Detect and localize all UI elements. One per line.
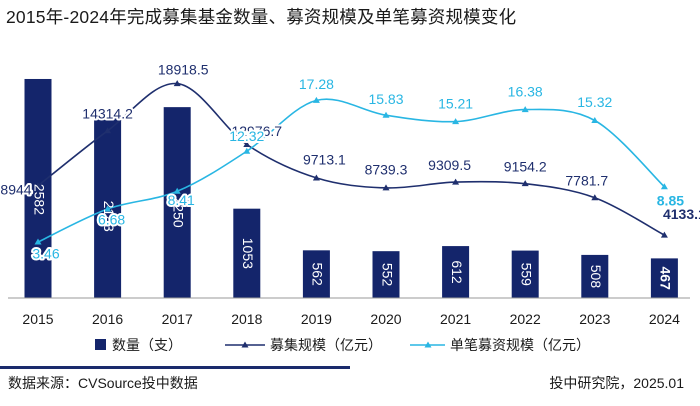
bar-2021 [442, 246, 470, 298]
fund-size-point-2018 [243, 140, 251, 147]
avg-size-label-2023: 15.32 [577, 94, 612, 110]
avg-size-point-2016 [104, 205, 112, 212]
bars-layer [24, 78, 678, 299]
bar-label-2021: 612 [449, 260, 465, 284]
avg-size-point-2024 [660, 183, 668, 190]
footer-rule [0, 366, 350, 369]
x-tick-2017: 2017 [162, 311, 193, 327]
fund-size-point-2021 [452, 178, 460, 185]
bar-2019 [302, 250, 330, 298]
fund-size-point-2015 [34, 182, 42, 189]
fund-size-label-2022: 9154.2 [504, 158, 547, 174]
x-tick-2016: 2016 [92, 311, 123, 327]
bar-label-2016: 2143 [101, 201, 117, 232]
fund-size-point-2022 [521, 180, 529, 187]
chart-title: 2015年-2024年完成募集基金数量、募资规模及单笔募资规模变化 [6, 7, 517, 27]
bar-2018 [233, 208, 261, 298]
fund-size-line [37, 82, 665, 236]
bar-label-2018: 1053 [240, 238, 256, 269]
fund-size-point-2023 [591, 194, 599, 201]
fund-size-label-2024: 4133.1 [663, 206, 700, 222]
x-tick-2023: 2023 [579, 311, 610, 327]
fund-size-point-2016 [104, 127, 112, 134]
avg-size-label-2016: 6.68 [98, 212, 125, 228]
avg-size-line [37, 98, 665, 243]
x-tick-2018: 2018 [231, 311, 262, 327]
fund-size-label-2021: 9309.5 [428, 157, 471, 173]
x-tick-labels: 2015 2016 2017 2018 2019 2020 2021 2022 2023 2024 [22, 311, 680, 327]
combo-chart: 2582 2143 2250 1053 562 552 612 559 508 467 8944 14… [0, 59, 700, 353]
avg-size-point-2017 [173, 187, 181, 194]
source-note: 数据来源：CVSource投中数据 [8, 375, 198, 391]
legend-fund-size-marker [241, 341, 249, 348]
fund-size-point-2017 [173, 80, 181, 87]
avg-size-point-2021 [452, 118, 460, 125]
legend-bar-label: 数量（支） [112, 337, 182, 353]
credit-note: 投中研究院，2025.01 [549, 375, 684, 391]
lines-layer [34, 80, 668, 245]
avg-size-point-2020 [382, 111, 390, 118]
fund-size-point-2019 [312, 174, 320, 181]
x-tick-2019: 2019 [301, 311, 332, 327]
bar-label-2020: 552 [379, 263, 395, 287]
avg-size-label-2015: 3.46 [32, 246, 59, 262]
fund-size-point-2024 [660, 231, 668, 238]
x-tick-2021: 2021 [440, 311, 471, 327]
avg-size-label-2020: 15.83 [368, 91, 403, 107]
bar-label-2017: 2250 [170, 197, 186, 228]
legend-avg-size-marker [424, 341, 432, 348]
fund-size-label-2020: 8739.3 [365, 162, 408, 178]
avg-size-label-2024: 8.85 [657, 192, 684, 208]
bar-label-2019: 562 [310, 262, 326, 286]
x-tick-2020: 2020 [370, 311, 401, 327]
bar-2023 [581, 254, 609, 298]
avg-size-point-2019 [312, 96, 320, 103]
fund-size-label-2015: 8944 [0, 182, 31, 198]
fund-size-label-2019: 9713.1 [303, 152, 346, 168]
avg-size-point-2023 [591, 116, 599, 123]
avg-size-point-2018 [243, 147, 251, 154]
bar-label-2015: 2582 [31, 184, 47, 215]
bar-2024 [650, 258, 678, 298]
fund-size-point-2020 [382, 184, 390, 191]
fund-size-label-2016: 14314.2 [82, 105, 133, 121]
avg-size-label-2018: 12.32 [229, 128, 264, 144]
bar-label-2022: 559 [518, 263, 534, 287]
avg-size-point-2015 [34, 238, 42, 245]
legend-fund-size-label: 募集规模（亿元） [270, 337, 382, 353]
bar-label-2024: 467 [658, 267, 674, 291]
x-tick-2015: 2015 [22, 311, 53, 327]
bar-2015 [24, 78, 52, 298]
bar-label-2023: 508 [588, 265, 604, 289]
x-tick-2024: 2024 [649, 311, 680, 327]
fund-size-label-2018: 12976.7 [231, 123, 282, 139]
legend-avg-size-label: 单笔募资规模（亿元） [450, 337, 590, 353]
fund-size-label-2017: 18918.5 [158, 61, 209, 77]
avg-size-label-2022: 16.38 [508, 83, 543, 99]
avg-size-label-2019: 17.28 [299, 76, 334, 92]
bar-2020 [372, 251, 400, 298]
legend: 数量（支） 募集规模（亿元） 单笔募资规模（亿元） [95, 337, 590, 353]
legend-bar-swatch [95, 339, 106, 350]
bar-2022 [511, 250, 539, 298]
avg-size-point-2022 [521, 106, 529, 113]
bar-2017 [163, 107, 191, 298]
labels-layer: 2582 2143 2250 1053 562 552 612 559 508 467 8944 14… [0, 59, 700, 291]
avg-size-label-2021: 15.21 [438, 95, 473, 111]
x-tick-2022: 2022 [510, 311, 541, 327]
fund-size-label-2023: 7781.7 [565, 172, 608, 188]
avg-size-label-2017: 8.41 [168, 192, 195, 208]
